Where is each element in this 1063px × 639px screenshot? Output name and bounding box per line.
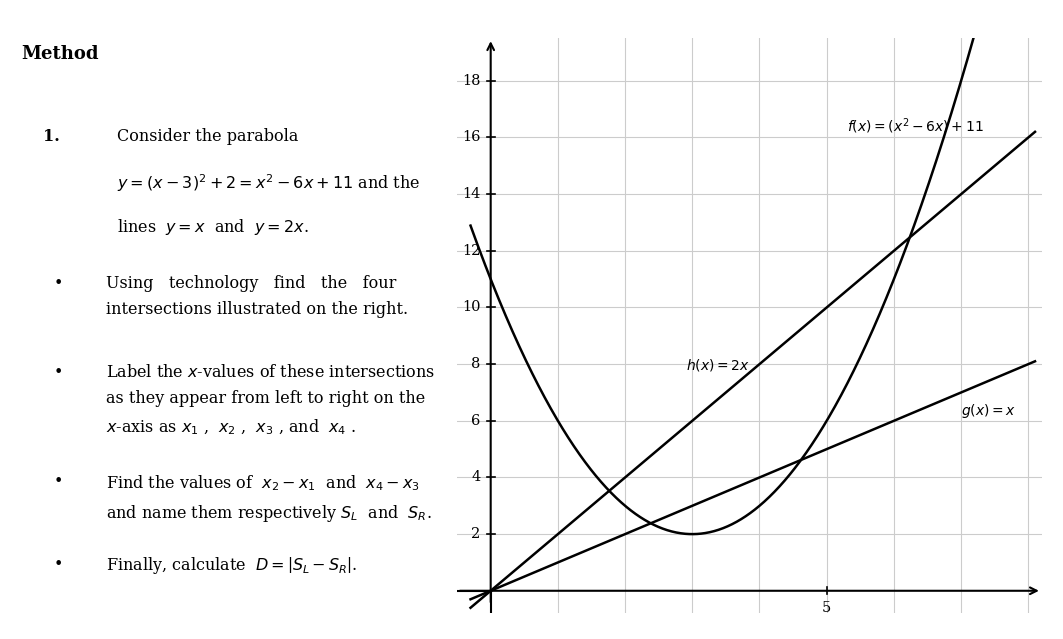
Text: •: • bbox=[53, 473, 63, 490]
Text: Using   technology   find   the   four
intersections illustrated on the right.: Using technology find the four intersect… bbox=[106, 275, 408, 318]
Text: 8: 8 bbox=[471, 357, 480, 371]
Text: Method: Method bbox=[21, 45, 99, 63]
Text: 5: 5 bbox=[822, 601, 831, 615]
Text: 4: 4 bbox=[471, 470, 480, 484]
Text: Finally, calculate  $D=\left|S_L-S_R\right|$.: Finally, calculate $D=\left|S_L-S_R\righ… bbox=[106, 556, 358, 577]
Text: Find the values of  $x_2-x_1$  and  $x_4-x_3$
and name them respectively $S_L$  : Find the values of $x_2-x_1$ and $x_4-x_… bbox=[106, 473, 432, 524]
Text: 16: 16 bbox=[462, 130, 480, 144]
Text: Consider the parabola: Consider the parabola bbox=[117, 128, 299, 145]
Text: 2: 2 bbox=[471, 527, 480, 541]
Text: $g(x)=x$: $g(x)=x$ bbox=[961, 402, 1016, 420]
Text: •: • bbox=[53, 364, 63, 381]
Text: •: • bbox=[53, 556, 63, 573]
Text: lines  $y=x$  and  $y=2x$.: lines $y=x$ and $y=2x$. bbox=[117, 217, 308, 237]
Text: 18: 18 bbox=[462, 74, 480, 88]
Text: $f(x)=(x^2-6x)+11$: $f(x)=(x^2-6x)+11$ bbox=[847, 117, 983, 136]
Text: 10: 10 bbox=[462, 300, 480, 314]
Text: $y=(x-3)^2+2=x^2-6x+11$ and the: $y=(x-3)^2+2=x^2-6x+11$ and the bbox=[117, 173, 420, 194]
Text: 6: 6 bbox=[471, 414, 480, 427]
Text: 14: 14 bbox=[462, 187, 480, 201]
Text: 12: 12 bbox=[462, 244, 480, 258]
Text: •: • bbox=[53, 275, 63, 292]
Text: 1.: 1. bbox=[43, 128, 60, 145]
Text: Label the $x$-values of these intersections
as they appear from left to right on: Label the $x$-values of these intersecti… bbox=[106, 364, 436, 437]
Text: $h(x)=2x$: $h(x)=2x$ bbox=[686, 357, 749, 373]
